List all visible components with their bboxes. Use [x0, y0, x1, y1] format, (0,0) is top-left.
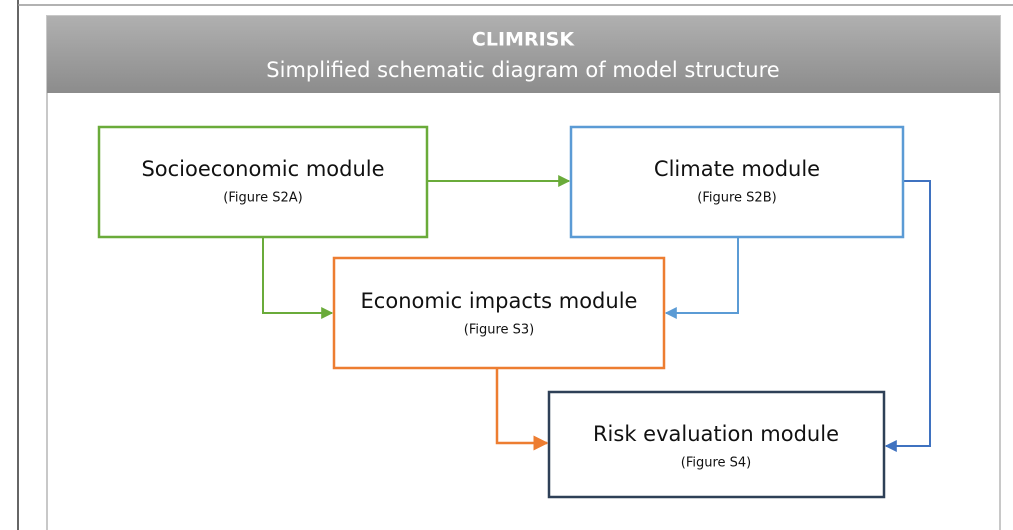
node-sublabel: (Figure S3) [464, 323, 535, 338]
node-label: Climate module [654, 157, 820, 181]
arrow [664, 237, 739, 319]
node-box [547, 390, 886, 499]
node-label: Economic impacts module [361, 289, 638, 313]
title: CLIMRISK [472, 29, 575, 51]
arrow [262, 237, 334, 319]
node-label: Socioeconomic module [141, 157, 384, 181]
node-sublabel: (Figure S4) [681, 456, 752, 471]
header [47, 16, 1000, 93]
subtitle: Simplified schematic diagram of model st… [266, 58, 779, 82]
node-sublabel: (Figure S2B) [697, 191, 776, 206]
arrow [884, 180, 931, 452]
node-box [97, 125, 429, 239]
node-box [569, 125, 905, 239]
node-sublabel: (Figure S2A) [223, 191, 302, 206]
node-box [332, 256, 666, 370]
arrow [495, 368, 549, 451]
node-label: Risk evaluation module [593, 422, 839, 446]
